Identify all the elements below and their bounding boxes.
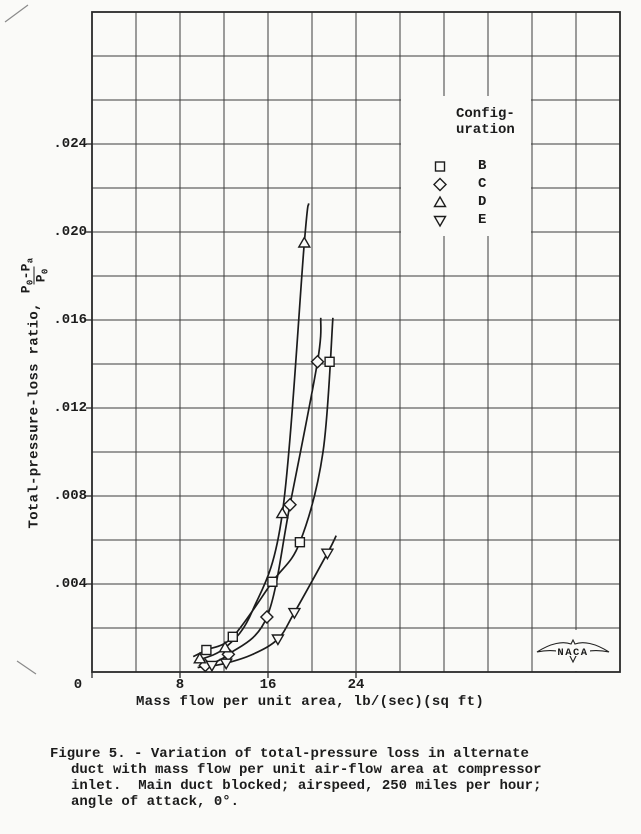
caption-line: angle of attack, 0°.	[71, 794, 240, 810]
x-tick-label: 16	[259, 677, 277, 693]
legend-title: Config-uration	[456, 106, 515, 138]
legend-entries: B C D E	[401, 157, 531, 229]
x-tick-label: 8	[175, 677, 185, 693]
series-points-B	[201, 356, 335, 656]
y-tick-label: .004	[53, 576, 87, 592]
diamond-marker	[433, 177, 447, 191]
diamond-marker	[259, 610, 274, 624]
caption-line: duct with mass flow per unit air-flow ar…	[71, 762, 542, 778]
diamond-marker	[283, 497, 297, 512]
triangle-down-marker-icon	[432, 213, 449, 228]
fraction-denominator: P0	[33, 266, 51, 285]
triangle-down-marker	[271, 634, 285, 646]
series-points-D	[193, 236, 312, 664]
series-curve-D	[195, 203, 310, 662]
diamond-icon	[433, 177, 447, 191]
y-tick-label: .024	[53, 136, 87, 152]
naca-label: NACA	[557, 647, 588, 659]
y-tick-label: .012	[53, 400, 87, 416]
naca-text-bg	[556, 646, 590, 656]
square-marker	[267, 576, 278, 587]
scan-mark-bottom-left	[16, 660, 37, 675]
naca-logo: NACA	[536, 638, 610, 664]
triangle-down-marker	[433, 215, 447, 227]
scan-mark-top-left	[4, 4, 29, 23]
triangle-down-marker	[205, 660, 219, 673]
triangle-up-marker	[193, 651, 207, 664]
legend-row-d: D	[401, 193, 531, 211]
square-icon	[434, 160, 446, 172]
chart-legend: Config-uration B C D E	[401, 96, 531, 236]
square-marker	[201, 644, 212, 656]
legend-label-e: E	[478, 212, 487, 228]
square-marker	[324, 356, 335, 367]
legend-label-c: C	[478, 176, 487, 192]
triangle-up-marker	[433, 195, 447, 207]
series-curve-C	[197, 317, 322, 669]
x-axis-title: Mass flow per unit area, lb/(sec)(sq ft)	[135, 694, 485, 710]
caption-line: Figure 5. - Variation of total-pressure …	[50, 746, 529, 762]
fraction-numerator: P0-Pa	[18, 257, 36, 294]
triangle-up-marker	[275, 506, 290, 519]
diamond-marker-icon	[432, 177, 449, 192]
square-marker	[227, 631, 239, 642]
triangle-down-marker	[219, 658, 233, 671]
legend-label-d: D	[478, 194, 487, 210]
y-axis-title: Total-pressure-loss ratio, P0-Pa P0	[18, 257, 51, 529]
chart-canvas: NACA	[4, 4, 621, 678]
triangle-down-icon	[433, 215, 447, 227]
figure-caption: Figure 5. - Variation of total-pressure …	[50, 746, 610, 810]
y-tick-label: .020	[53, 224, 87, 240]
y-axis-title-text: Total-pressure-loss ratio,	[26, 302, 42, 529]
x-tick-label: 0	[73, 677, 83, 693]
triangle-up-icon	[433, 195, 447, 207]
square-marker	[434, 160, 446, 172]
grid-lines	[91, 11, 621, 673]
triangle-up-marker	[218, 640, 232, 653]
legend-row-c: C	[401, 175, 531, 193]
triangle-up-marker-icon	[432, 195, 449, 210]
series-points-E	[205, 548, 335, 673]
legend-row-e: E	[401, 211, 531, 229]
diamond-marker	[310, 354, 325, 369]
y-tick-label: .016	[53, 312, 87, 328]
square-marker	[294, 537, 306, 548]
series-points-C	[198, 354, 325, 673]
pressure-ratio-fraction: P0-Pa P0	[18, 257, 51, 294]
triangle-down-marker	[287, 607, 302, 620]
legend-row-b: B	[401, 157, 531, 175]
axis-ticks	[86, 143, 357, 678]
x-tick-label: 24	[347, 677, 365, 693]
triangle-up-marker	[297, 236, 312, 248]
y-tick-label: .008	[53, 488, 87, 504]
caption-line: inlet. Main duct blocked; airspeed, 250 …	[71, 778, 542, 794]
square-marker-icon	[432, 159, 449, 174]
legend-label-b: B	[478, 158, 487, 174]
triangle-down-marker	[320, 548, 335, 561]
